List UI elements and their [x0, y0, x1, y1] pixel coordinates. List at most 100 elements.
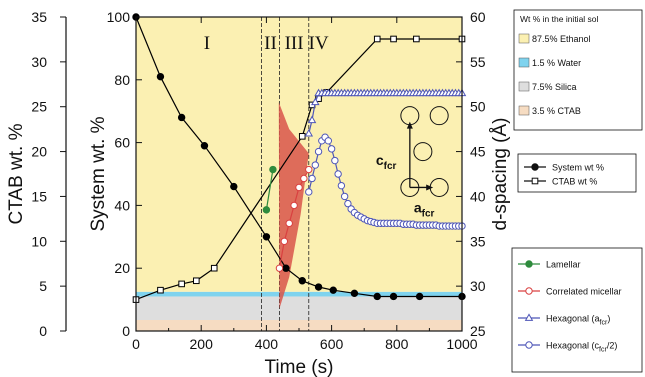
series-5-point-3 — [314, 147, 323, 156]
y-left-tick-label-3: 60 — [114, 135, 130, 151]
x-tick-label-1: 200 — [190, 336, 214, 352]
series-5-point-0 — [305, 188, 313, 196]
series-0-point-2 — [177, 113, 186, 122]
series-5-point-6 — [324, 137, 333, 145]
series-0-point-8 — [314, 283, 323, 291]
series-layer — [132, 13, 467, 303]
inset-arrowhead-c — [406, 121, 413, 129]
series-0-point-13 — [415, 292, 424, 301]
series-1-point-2 — [178, 280, 185, 288]
phase-legend-suffix-3: /2) — [607, 341, 618, 351]
series-3 — [275, 165, 313, 272]
y-right-tick-label-1: 30 — [470, 278, 486, 294]
series-5-point-10 — [337, 181, 346, 190]
y-left-tick-label-2: 40 — [114, 197, 130, 213]
y-right-tick-label-7: 60 — [470, 9, 486, 25]
series-3-point-3 — [290, 201, 298, 210]
inset-arrowhead-a — [426, 184, 434, 191]
y-left-tick-label-1: 20 — [114, 260, 130, 276]
inset-circle-2 — [413, 142, 433, 162]
x-tick-label-4: 800 — [385, 336, 409, 352]
y-outer-tick-label-7: 35 — [31, 9, 47, 25]
y-outer-tick-label-6: 30 — [31, 54, 47, 70]
system-legend-box — [517, 153, 637, 193]
composition-swatch-1 — [518, 57, 530, 68]
series-3-point-0 — [275, 264, 284, 272]
series-0-point-6 — [282, 264, 290, 272]
y-right-tick-label-4: 45 — [470, 144, 486, 160]
region-label-3: IV — [309, 33, 329, 54]
series-5-point-2 — [311, 161, 319, 169]
series-2-point-0 — [262, 206, 271, 214]
x-tick-label-3: 600 — [320, 336, 344, 352]
series-3-point-5 — [300, 174, 308, 183]
inset-label-a-sub: fcr — [422, 209, 435, 220]
system-legend-marker-1 — [531, 177, 539, 185]
series-0-point-10 — [350, 289, 359, 298]
series-0-point-3 — [200, 142, 209, 150]
series-0-point-1 — [156, 72, 165, 81]
series-5-point-7 — [327, 145, 336, 153]
phase-legend-suffix-2: ) — [607, 314, 610, 324]
composition-band-1 — [136, 291, 462, 297]
series-5-point-8 — [331, 156, 339, 165]
composition-swatch-0 — [518, 33, 530, 44]
y-outer-tick-label-1: 5 — [39, 278, 47, 294]
y-outer-tick-label-0: 0 — [39, 323, 47, 339]
phase-legend-sub-3: fcr — [599, 347, 607, 354]
series-0 — [132, 13, 466, 301]
series-4 — [304, 88, 467, 137]
series-3-point-4 — [295, 183, 303, 192]
region-label-0: I — [204, 33, 210, 54]
series-5-point-11 — [340, 192, 349, 201]
phase-legend-label-0: Lamellar — [546, 260, 581, 270]
composition-band-2 — [136, 296, 462, 321]
y-right-tick-label-6: 55 — [470, 54, 486, 70]
composition-legend-box — [513, 9, 643, 131]
phase-legend-label-2: Hexagonal (afcr) — [546, 314, 610, 327]
y-outer-axis-title: CTAB wt. % — [6, 123, 27, 224]
series-line-2 — [265, 169, 274, 210]
series-3-point-2 — [285, 219, 293, 228]
x-tick-label-0: 0 — [132, 336, 140, 352]
inset-circle-1 — [429, 106, 449, 126]
series-4-point-0 — [304, 129, 314, 137]
composition-label-2: 7.5% Silica — [532, 82, 577, 92]
series-4-point-2 — [311, 97, 320, 106]
system-legend-marker-0 — [531, 163, 539, 171]
series-1-point-10 — [390, 35, 397, 43]
series-5-point-12 — [344, 199, 352, 208]
composition-label-3: 3.5 % CTAB — [532, 106, 581, 116]
y-outer-tick-label-5: 25 — [31, 99, 47, 115]
phase-legend-marker-0 — [525, 260, 533, 268]
series-4-point-1 — [307, 115, 317, 124]
composition-band-3 — [136, 320, 462, 331]
y-outer-tick-label-2: 10 — [31, 233, 47, 249]
y-left-axis-title: System wt. % — [88, 116, 109, 231]
series-1-point-3 — [193, 277, 200, 285]
series-5 — [305, 133, 466, 230]
series-0-point-5 — [262, 233, 271, 241]
series-3-point-1 — [280, 237, 289, 245]
series-0-point-7 — [298, 277, 306, 285]
series-0-point-12 — [389, 292, 398, 301]
composition-legend-title: Wt % in the initial sol — [520, 14, 599, 24]
region-label-2: III — [285, 33, 304, 54]
y-right-axis-title: d-spacing (Å) — [490, 118, 511, 231]
system-legend-label-0: System wt % — [552, 163, 604, 173]
series-1-point-5 — [298, 133, 306, 140]
composition-label-1: 1.5 % Water — [532, 58, 581, 68]
phase-legend-sub-2: fcr — [600, 320, 608, 327]
series-5-point-1 — [308, 174, 316, 183]
system-legend-label-1: CTAB wt % — [552, 177, 597, 187]
series-3-point-6 — [305, 165, 313, 174]
series-1-point-11 — [413, 35, 420, 43]
series-2-point-1 — [269, 165, 277, 174]
phase-legend-box — [511, 247, 643, 373]
y-outer-tick-label-3: 15 — [31, 188, 47, 204]
y-left-tick-label-4: 80 — [114, 72, 130, 88]
y-left-tick-label-0: 0 — [122, 323, 130, 339]
phase-legend-marker-1 — [525, 287, 533, 295]
